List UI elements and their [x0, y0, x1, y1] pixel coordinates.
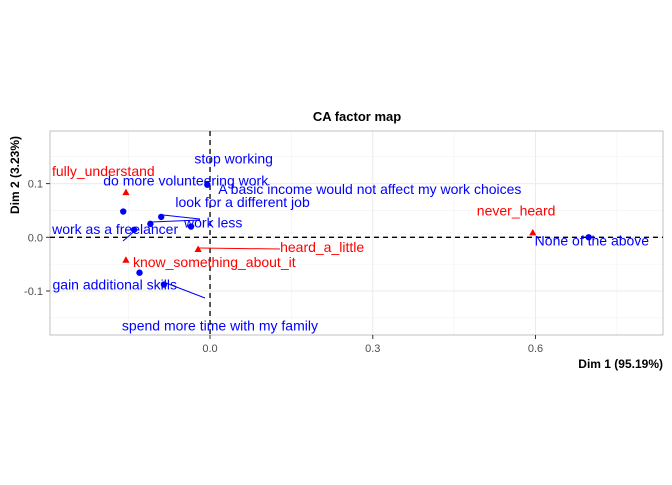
data-label: heard_a_little — [280, 239, 364, 255]
y-tick-label: 0.0 — [28, 232, 43, 244]
data-label: stop working — [194, 151, 273, 167]
data-point-circle — [187, 223, 195, 230]
axes: 0.0 0.3 0.6 0.1 0.0 -0.1 — [24, 130, 664, 355]
x-tick-label: 0.3 — [365, 343, 380, 355]
chart-title: CA factor map — [313, 109, 401, 124]
data-point-circle — [158, 213, 165, 221]
data-point-triangle — [529, 228, 537, 236]
data-label: gain additional skills — [53, 277, 178, 293]
plot-panel-border — [49, 130, 664, 336]
data-label: work as a freelancer — [51, 221, 178, 237]
data-label: work less — [183, 215, 242, 231]
data-label: None of the above — [535, 232, 650, 248]
x-tick-label: 0.0 — [202, 343, 217, 355]
data-label: A basic income would not affect my work … — [218, 181, 521, 197]
label-leader-line — [162, 214, 201, 220]
data-point-triangle — [122, 256, 130, 263]
data-point-circle — [585, 234, 592, 241]
label-leader-line — [198, 247, 281, 250]
data-label: look for a different job — [175, 194, 310, 210]
grid — [50, 131, 663, 335]
x-axis-label: Dim 1 (95.19%) — [578, 357, 663, 371]
data-label: know_something_about_it — [133, 254, 296, 270]
data-point-circle — [120, 208, 127, 215]
y-tick-label: -0.1 — [24, 286, 43, 298]
y-axis-label: Dim 2 (3.23%) — [8, 136, 22, 214]
data-points — [120, 181, 592, 299]
data-point-circle — [160, 281, 168, 288]
label-leader-line — [165, 282, 206, 299]
data-label: spend more time with my family — [122, 318, 318, 334]
label-leader-line — [150, 219, 201, 223]
data-label: fully_understand — [52, 163, 155, 179]
data-point-circle — [204, 181, 211, 188]
data-point-triangle — [122, 188, 130, 196]
data-point-circle — [130, 226, 138, 233]
data-label: never_heard — [477, 202, 556, 218]
y-tick-label: 0.1 — [28, 179, 43, 191]
data-point-circle — [136, 269, 143, 276]
data-label: do more volunteering work — [103, 173, 269, 189]
data-point-circle — [147, 220, 154, 228]
x-tick-label: 0.6 — [528, 343, 543, 355]
data-point-triangle — [194, 245, 202, 252]
